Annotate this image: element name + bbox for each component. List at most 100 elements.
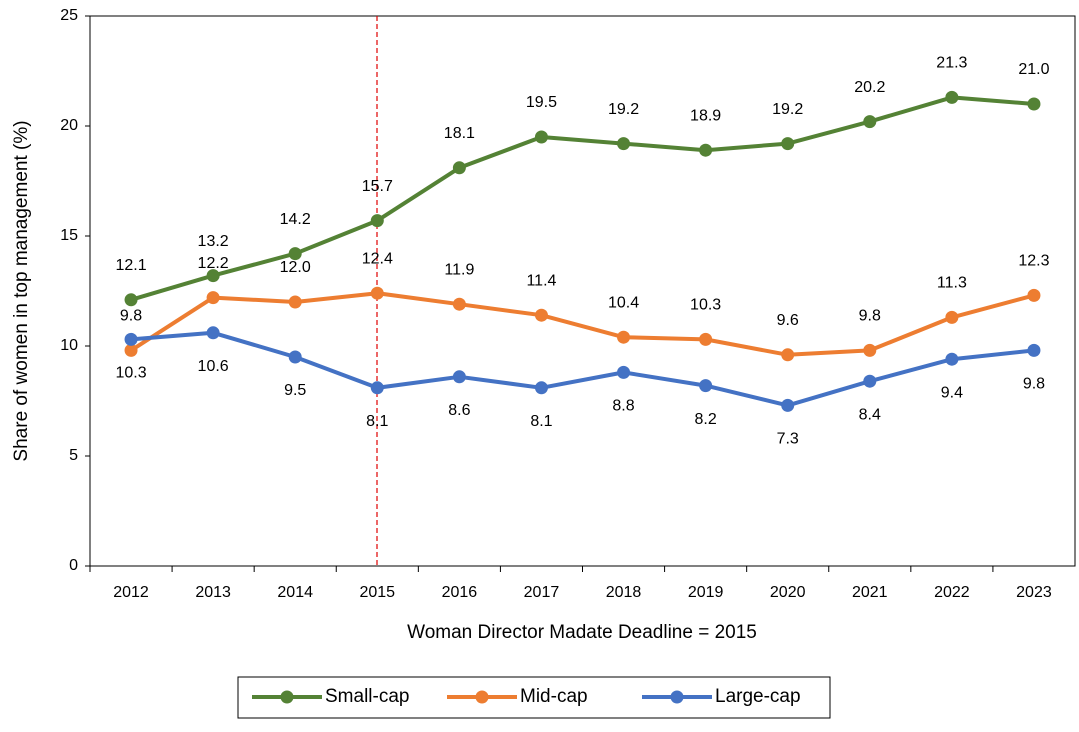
point [124,293,138,307]
data-label: 11.3 [937,275,967,292]
data-label: 11.4 [526,272,556,289]
point [945,90,959,104]
point [534,308,548,322]
series-line [130,95,1035,302]
point [945,352,959,366]
point [781,137,795,151]
data-label: 19.2 [608,101,639,118]
point [534,130,548,144]
data-label: 21.3 [936,55,967,72]
y-tick-label: 15 [60,227,78,244]
data-label: 12.2 [198,255,229,272]
data-label: 15.7 [362,178,393,195]
x-tick-label: 2014 [277,584,313,601]
point [370,286,384,300]
data-label: 10.3 [115,365,146,382]
x-tick-label: 2019 [688,584,724,601]
x-tick-label: 2013 [195,584,231,601]
point [288,350,302,364]
point [288,247,302,261]
legend-marker [475,690,489,704]
data-label: 7.3 [777,431,799,448]
y-tick-label: 0 [69,557,78,574]
point [1027,343,1041,357]
point [206,326,220,340]
point [699,332,713,346]
data-label: 9.8 [859,308,881,325]
data-label: 19.2 [772,101,803,118]
data-label: 9.6 [777,312,799,329]
x-tick-label: 2023 [1016,584,1052,601]
data-label: 12.1 [115,257,146,274]
data-label: 8.8 [612,398,634,415]
legend-label: Large-cap [715,686,801,707]
y-tick-label: 25 [60,7,78,24]
data-label: 9.5 [284,382,306,399]
point [288,295,302,309]
y-axis-label: Share of women in top management (%) [11,120,32,461]
point [699,379,713,393]
y-tick-label: 10 [60,337,78,354]
series-line [129,291,1035,357]
legend-box [237,676,831,719]
point [370,214,384,228]
data-label: 10.4 [608,294,639,311]
x-tick-label: 2016 [442,584,478,601]
x-tick-label: 2012 [113,584,149,601]
point [370,381,384,395]
data-label: 8.6 [448,402,470,419]
x-tick-label: 2015 [359,584,395,601]
data-label: 8.1 [530,413,552,430]
point [945,310,959,324]
data-label: 9.8 [1023,376,1045,393]
point [1027,288,1041,302]
point [863,343,877,357]
data-label: 8.2 [695,411,717,428]
y-tick-label: 20 [60,117,78,134]
data-label: 13.2 [198,233,229,250]
legend-label: Mid-cap [520,686,588,707]
point [452,297,466,311]
point [781,348,795,362]
legend-label: Small-cap [325,686,409,707]
data-label: 10.3 [690,297,721,314]
data-label: 9.8 [120,308,142,325]
series-line [130,330,1035,408]
legend-marker [280,690,294,704]
x-tick-label: 2020 [770,584,806,601]
point [617,137,631,151]
x-tick-label: 2021 [852,584,888,601]
data-label: 8.1 [366,413,388,430]
point [863,115,877,129]
legend-marker [670,690,684,704]
point [452,370,466,384]
data-label: 9.4 [941,384,963,401]
data-label: 18.1 [444,125,475,142]
data-label: 8.4 [859,406,881,423]
point [617,330,631,344]
point [863,374,877,388]
data-label: 12.4 [362,250,393,267]
data-label: 21.0 [1018,61,1049,78]
data-label: 14.2 [280,211,311,228]
point [1027,97,1041,111]
x-tick-label: 2017 [524,584,560,601]
point [452,161,466,175]
point [206,269,220,283]
y-tick-label: 5 [69,447,78,464]
data-label: 11.9 [444,261,474,278]
data-label: 20.2 [854,79,885,96]
point [124,343,138,357]
x-axis-label: Woman Director Madate Deadline = 2015 [407,622,757,643]
x-tick-label: 2022 [934,584,970,601]
data-label: 10.6 [198,358,229,375]
point [206,291,220,305]
data-label: 18.9 [690,107,721,124]
point [534,381,548,395]
plot-frame [89,15,1076,567]
point [124,332,138,346]
point [617,365,631,379]
data-label: 12.0 [280,259,311,276]
x-tick-label: 2018 [606,584,642,601]
